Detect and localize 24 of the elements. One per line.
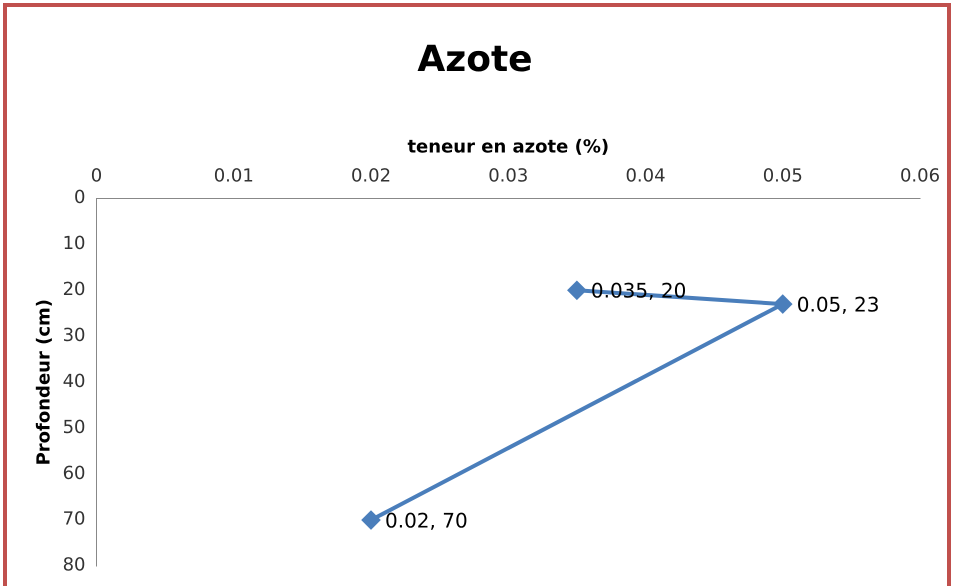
y-tick-label: 10 <box>62 233 86 254</box>
x-axis-title: teneur en azote (%) <box>407 136 610 158</box>
x-tick-label: 0.01 <box>214 165 254 186</box>
point <box>568 281 586 300</box>
y-tick-label: 40 <box>62 370 86 392</box>
y-tick-label: 60 <box>62 462 86 484</box>
y-tick-label: 20 <box>62 278 86 300</box>
y-tick-label: 70 <box>62 508 86 530</box>
y-tick-label: 0 <box>74 187 86 208</box>
x-tick-label: 0.05 <box>762 165 803 186</box>
point <box>362 511 380 530</box>
y-axis-title: Profondeur (cm) <box>33 299 54 466</box>
y-tick-label: 80 <box>62 554 86 576</box>
x-tick-label: 0.02 <box>350 165 392 186</box>
x-tick-label: 0.06 <box>900 165 940 186</box>
chart-title: Azote <box>417 38 533 80</box>
x-tick-label: 0.03 <box>488 165 528 186</box>
point <box>774 295 792 314</box>
y-tick-label: 50 <box>62 416 86 438</box>
data-label: 0.05, 23 <box>796 292 880 316</box>
y-tick-label: 30 <box>62 324 86 346</box>
data-label: 0.02, 70 <box>385 508 468 532</box>
x-tick-label: 0 <box>90 165 102 186</box>
x-tick-label: 0.04 <box>625 165 666 186</box>
